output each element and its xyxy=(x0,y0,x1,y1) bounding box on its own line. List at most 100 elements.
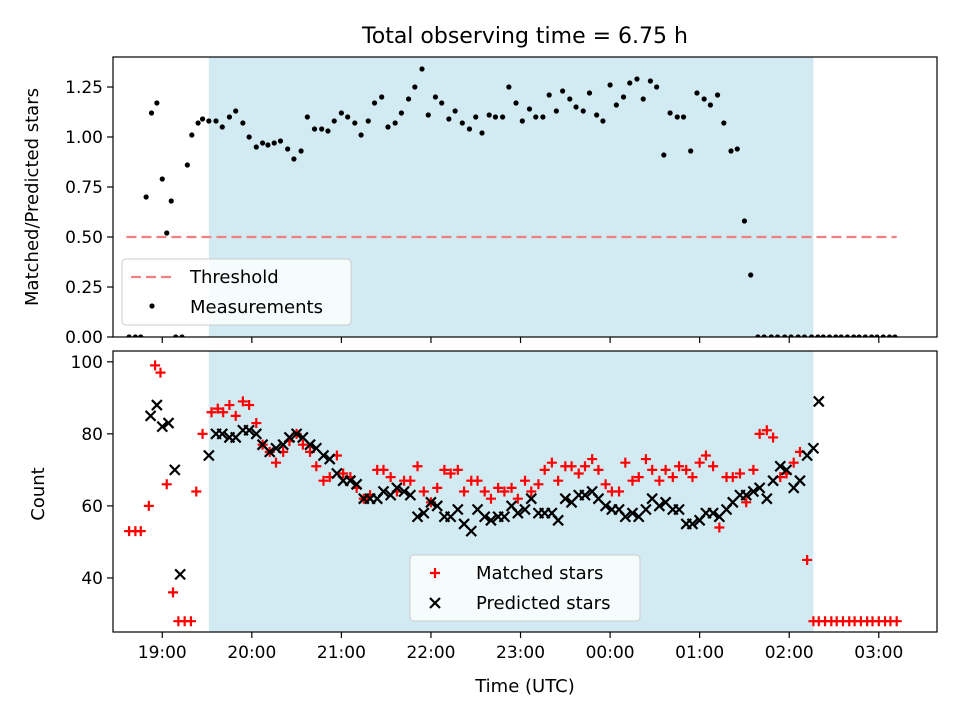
predicted-star-point xyxy=(767,474,779,487)
predicted-star-point xyxy=(626,507,639,519)
predicted-star-point xyxy=(151,399,163,411)
measurement-point xyxy=(479,130,485,136)
predicted-star-point xyxy=(243,424,255,437)
legend: Matched stars Predicted stars xyxy=(409,554,641,622)
measurement-point xyxy=(634,76,640,82)
matched-star-point xyxy=(432,482,443,493)
measurement-point xyxy=(405,96,412,102)
predicted-star-point xyxy=(653,500,666,512)
matched-star-point xyxy=(761,425,772,436)
matched-star-point xyxy=(734,468,745,479)
predicted-star-point xyxy=(640,503,652,516)
measurement-point xyxy=(620,94,627,100)
measurement-point xyxy=(425,112,431,118)
predicted-star-point xyxy=(404,489,417,501)
measurement-point xyxy=(838,334,844,337)
matched-star-point xyxy=(311,461,322,472)
measurement-point xyxy=(880,334,886,337)
predicted-star-point xyxy=(344,474,357,487)
measurement-point xyxy=(600,118,606,124)
matched-star-point xyxy=(593,464,604,475)
matched-star-point xyxy=(788,457,799,468)
matched-star-point xyxy=(237,396,248,407)
matched-star-point xyxy=(600,479,611,490)
matched-star-point xyxy=(694,457,705,468)
predicted-star-point xyxy=(263,446,276,458)
matched-star-point xyxy=(418,486,429,497)
predicted-star-point xyxy=(203,449,215,462)
matched-star-point xyxy=(251,418,262,429)
chart-title: Total observing time = 6.75 h xyxy=(361,24,688,49)
measurement-point xyxy=(661,152,667,158)
matched-star-point xyxy=(566,461,577,472)
predicted-star-point xyxy=(431,500,444,512)
measurement-point xyxy=(714,92,721,98)
measurement-point xyxy=(277,138,284,144)
measurement-point xyxy=(466,126,473,132)
measurement-point xyxy=(473,114,479,120)
measurement-point xyxy=(869,334,875,337)
measurement-point xyxy=(654,84,660,90)
measurement-point xyxy=(459,120,465,126)
matched-star-point xyxy=(654,475,665,486)
x-tick-label: 01:00 xyxy=(675,643,724,663)
x-tick-label: 00:00 xyxy=(586,643,635,663)
matched-star-point xyxy=(191,486,202,497)
predicted-star-point xyxy=(780,464,793,476)
matched-star-point xyxy=(197,428,208,439)
measurement-point xyxy=(392,120,398,126)
measurement-point xyxy=(345,114,351,120)
predicted-star-point xyxy=(391,482,403,494)
matched-star-point xyxy=(512,493,523,504)
measurement-point xyxy=(594,112,600,118)
matched-star-point xyxy=(640,454,651,465)
predicted-star-point xyxy=(812,395,825,408)
predicted-star-point xyxy=(304,438,316,451)
measurement-point xyxy=(138,334,144,337)
measurement-point xyxy=(513,100,519,106)
measurement-point xyxy=(892,334,898,337)
measurement-point xyxy=(265,142,271,148)
matched-star-point xyxy=(472,475,483,486)
predicted-star-point xyxy=(174,568,186,581)
predicted-star-point xyxy=(283,431,296,444)
measurement-point xyxy=(694,90,700,96)
measurement-point xyxy=(446,116,452,122)
predicted-star-point xyxy=(525,492,538,505)
matched-star-point xyxy=(224,400,235,411)
measurement-point xyxy=(213,118,219,124)
measurement-point xyxy=(820,334,826,337)
measurement-point xyxy=(707,102,714,108)
predicted-star-point xyxy=(686,518,699,530)
y-tick-label: 80 xyxy=(81,425,103,445)
y-tick-label: 1.25 xyxy=(65,78,103,98)
matched-star-point xyxy=(412,461,423,472)
measurement-point xyxy=(667,110,673,116)
matched-star-point xyxy=(161,479,172,490)
measurement-point xyxy=(195,120,201,126)
measurement-point xyxy=(886,334,893,337)
matched-star-point xyxy=(520,475,530,486)
matched-star-point xyxy=(185,616,196,627)
legend-box xyxy=(409,554,641,622)
predicted-star-point xyxy=(761,492,773,505)
measurement-point xyxy=(728,148,734,154)
measurement-point xyxy=(795,334,801,337)
y-tick-label: 0.75 xyxy=(65,178,103,198)
measurement-point xyxy=(365,118,371,124)
matched-star-point xyxy=(452,464,463,475)
matched-star-point xyxy=(891,616,902,627)
measurement-point xyxy=(419,66,425,72)
y-tick-label: 0.25 xyxy=(65,278,103,298)
predicted-star-point xyxy=(552,514,564,527)
matched-star-point xyxy=(493,482,504,493)
matched-star-point xyxy=(506,482,517,493)
predicted-star-point xyxy=(250,428,263,440)
measurement-point xyxy=(184,162,190,168)
measurement-point xyxy=(325,128,331,134)
bottom-y-axis-label: Count xyxy=(28,467,49,520)
matched-star-point xyxy=(700,450,711,461)
matched-star-point xyxy=(660,464,671,475)
measurement-point xyxy=(768,334,774,337)
